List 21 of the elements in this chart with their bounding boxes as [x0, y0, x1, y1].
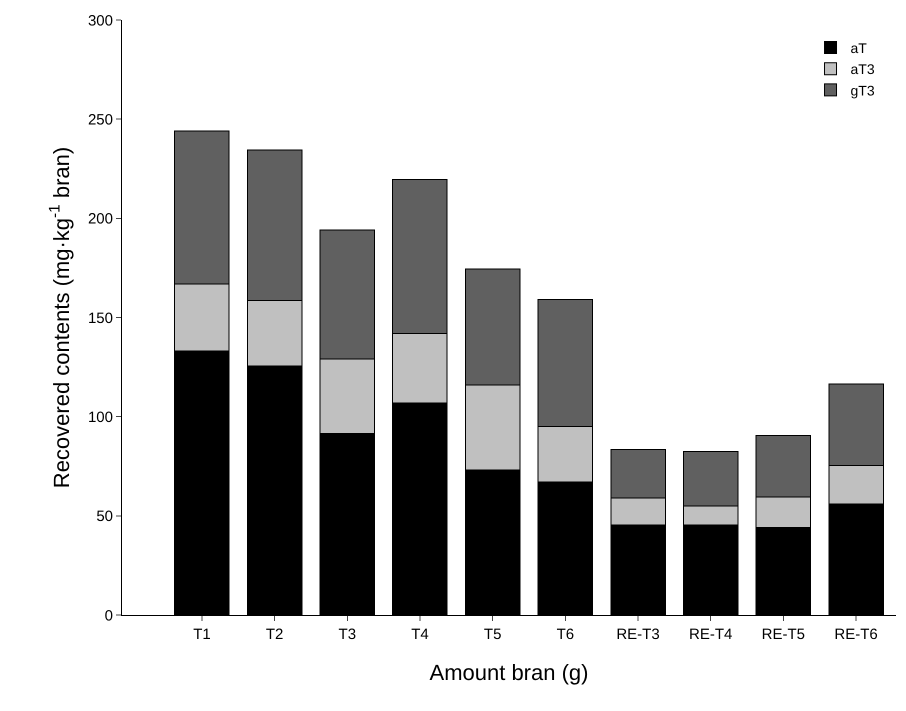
x-tick-label: T3	[338, 626, 356, 643]
y-tick-label: 200	[88, 210, 113, 228]
y-tick-label: 300	[88, 12, 113, 30]
y-tick-label: 0	[104, 607, 113, 624]
legend-label: gT3	[850, 82, 875, 98]
y-tick-label: 250	[88, 111, 113, 128]
x-tick-label: RE-T5	[762, 626, 806, 643]
x-tick-label: T2	[266, 626, 284, 643]
x-axis-title: Amount bran (g)	[430, 660, 588, 685]
x-tick-label: T4	[411, 626, 429, 643]
x-tick-label: RE-T3	[616, 626, 660, 643]
x-tick-label: T1	[193, 626, 211, 643]
x-tick-label: T6	[556, 626, 574, 643]
legend-label: aT	[850, 40, 868, 56]
y-tick-label: 150	[88, 310, 113, 327]
legend-label: aT3	[850, 61, 875, 78]
x-tick-label: T5	[484, 626, 502, 643]
y-tick-label: 50	[96, 508, 113, 526]
x-tick-label: RE-T6	[834, 626, 878, 643]
x-tick-label: RE-T4	[689, 626, 732, 643]
y-tick-label: 100	[88, 408, 113, 426]
